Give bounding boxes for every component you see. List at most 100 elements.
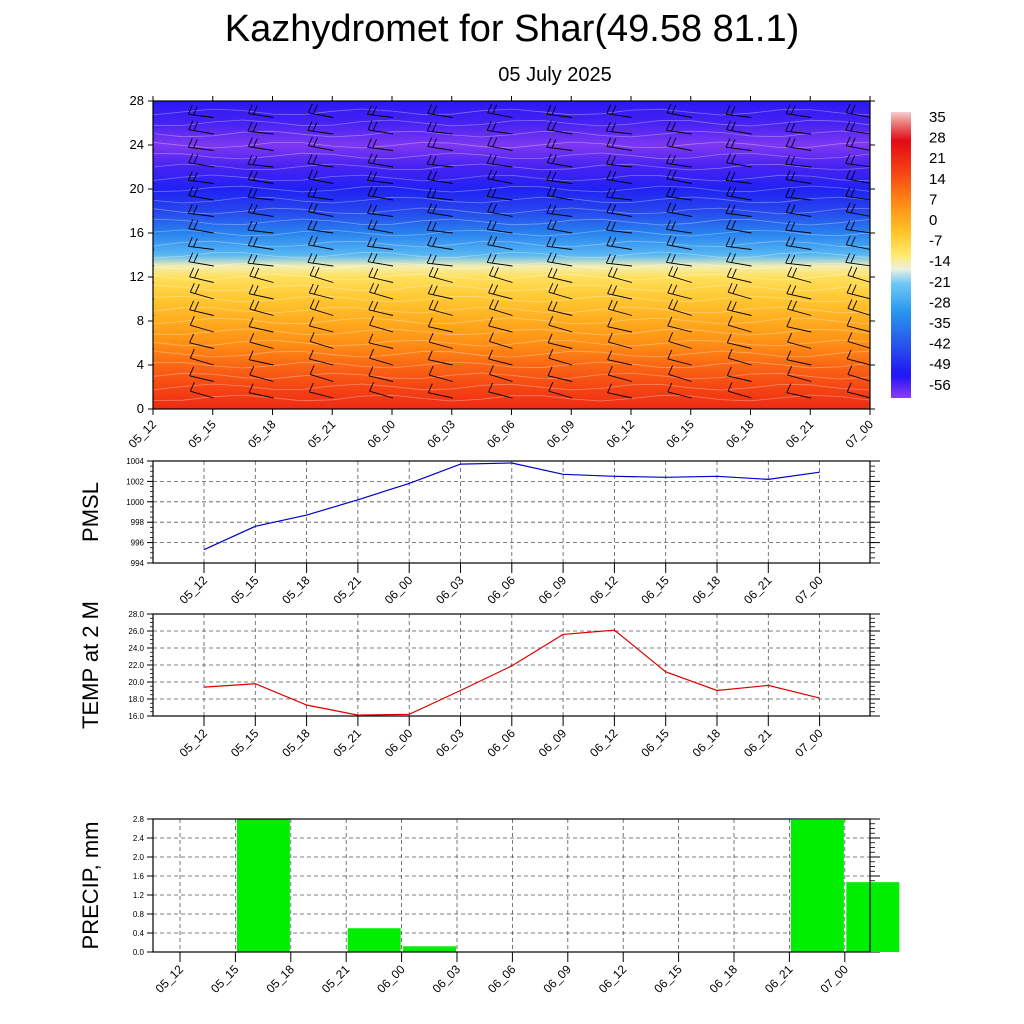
contour-line (153, 306, 870, 314)
wind-barb (187, 138, 214, 151)
contour-line (153, 251, 870, 259)
wind-barb (606, 203, 633, 217)
temp-y-tick-label: 22.0 (128, 661, 144, 670)
wind-barb (546, 120, 573, 135)
wind-barb (607, 365, 633, 382)
precip-bar (347, 928, 401, 952)
wind-barb (307, 253, 334, 267)
wind-barb (153, 215, 155, 217)
colorbar-label: -49 (929, 356, 951, 373)
wind-barb (307, 220, 334, 234)
contour-line (153, 273, 870, 281)
contour-line (153, 141, 870, 149)
wind-barb (307, 103, 334, 118)
wind-barb (607, 266, 633, 283)
wind-barb (847, 299, 870, 316)
colorbar-label: 21 (929, 150, 946, 167)
wind-barb (188, 120, 214, 135)
wind-barb (727, 349, 752, 366)
wind-barb (248, 284, 274, 300)
heatmap-y-tick-label: 0 (137, 401, 144, 416)
wind-barb (546, 171, 573, 184)
wind-barb (488, 283, 513, 300)
wind-barb (427, 203, 453, 217)
wind-barb (727, 382, 752, 399)
precip-bar (846, 882, 900, 952)
wind-barb (726, 366, 752, 382)
precip-y-tick-label: 0.0 (133, 948, 145, 957)
wind-barb (845, 121, 870, 135)
wind-barb (487, 169, 513, 184)
precip-y-tick-label: 1.2 (133, 891, 145, 900)
wind-barb (725, 237, 752, 250)
wind-barb (307, 169, 334, 184)
wind-barb (548, 316, 573, 333)
colorbar-label: -28 (929, 294, 951, 311)
wind-barb (605, 254, 633, 267)
wind-barb (308, 382, 334, 399)
wind-barb (607, 284, 633, 300)
wind-barb (726, 267, 752, 283)
wind-barb (607, 383, 633, 399)
colorbar-label: -56 (929, 377, 951, 394)
contour-line (153, 262, 870, 270)
pmsl-y-tick-label: 996 (131, 539, 145, 548)
precip-x-tick-label: 06_18 (707, 962, 741, 996)
colorbar-label: -21 (929, 274, 951, 291)
wind-barb (845, 154, 870, 168)
pmsl-x-tick-label: 06_18 (690, 573, 724, 607)
wind-barb (785, 221, 812, 234)
wind-barb (786, 317, 812, 333)
temp-x-tick-label: 05_15 (228, 726, 262, 760)
wind-barb (189, 283, 214, 300)
wind-barb (247, 221, 274, 234)
wind-barb (247, 155, 274, 168)
wind-barb (548, 349, 573, 366)
pmsl-x-tick-label: 06_00 (382, 573, 416, 607)
contour-line (153, 119, 870, 127)
pmsl-y-tick-label: 1000 (126, 498, 144, 507)
heatmap-x-tick-label: 06_12 (604, 417, 638, 451)
heatmap-y-tick-label: 20 (130, 181, 144, 196)
wind-barb (547, 366, 573, 382)
wind-barb (666, 136, 692, 151)
temp-x-tick-label: 06_00 (382, 726, 416, 760)
heatmap-x-tick-label: 07_00 (843, 417, 877, 451)
wind-barb (153, 166, 155, 168)
precip-x-tick-label: 05_12 (153, 962, 187, 996)
heatmap-y-tick-label: 12 (130, 269, 144, 284)
wind-barb (427, 350, 453, 366)
heatmap-x-tick-label: 06_00 (365, 417, 399, 451)
wind-barb (668, 266, 692, 283)
wind-barb (605, 122, 633, 135)
precip-x-tick-label: 07_00 (817, 962, 851, 996)
wind-barb (189, 333, 214, 349)
pmsl-x-tick-label: 06_03 (433, 573, 467, 607)
heatmap-y-tick-label: 16 (130, 225, 144, 240)
wind-barb (309, 266, 334, 283)
wind-barb (726, 186, 752, 201)
wind-barb (369, 316, 394, 333)
wind-barb (187, 237, 214, 250)
contour-line (153, 328, 870, 336)
wind-barb (249, 266, 274, 283)
wind-barb (726, 252, 752, 267)
wind-barb (845, 169, 870, 184)
wind-barb (426, 122, 453, 135)
temp-x-tick-label: 07_00 (792, 726, 826, 760)
wind-barb (307, 235, 334, 250)
wind-barb (605, 155, 633, 168)
contour-line (153, 130, 870, 138)
pmsl-x-tick-label: 06_12 (587, 573, 621, 607)
wind-barb (607, 317, 633, 333)
wind-barb (546, 153, 573, 168)
wind-barb (428, 266, 453, 283)
wind-barb (247, 188, 274, 201)
wind-barb (309, 365, 334, 382)
temp-x-tick-label: 06_15 (638, 726, 672, 760)
wind-barb (726, 153, 752, 168)
heatmap-contours (153, 108, 870, 402)
wind-barb (785, 122, 812, 135)
wind-barb (248, 317, 274, 333)
wind-barb (487, 136, 513, 151)
